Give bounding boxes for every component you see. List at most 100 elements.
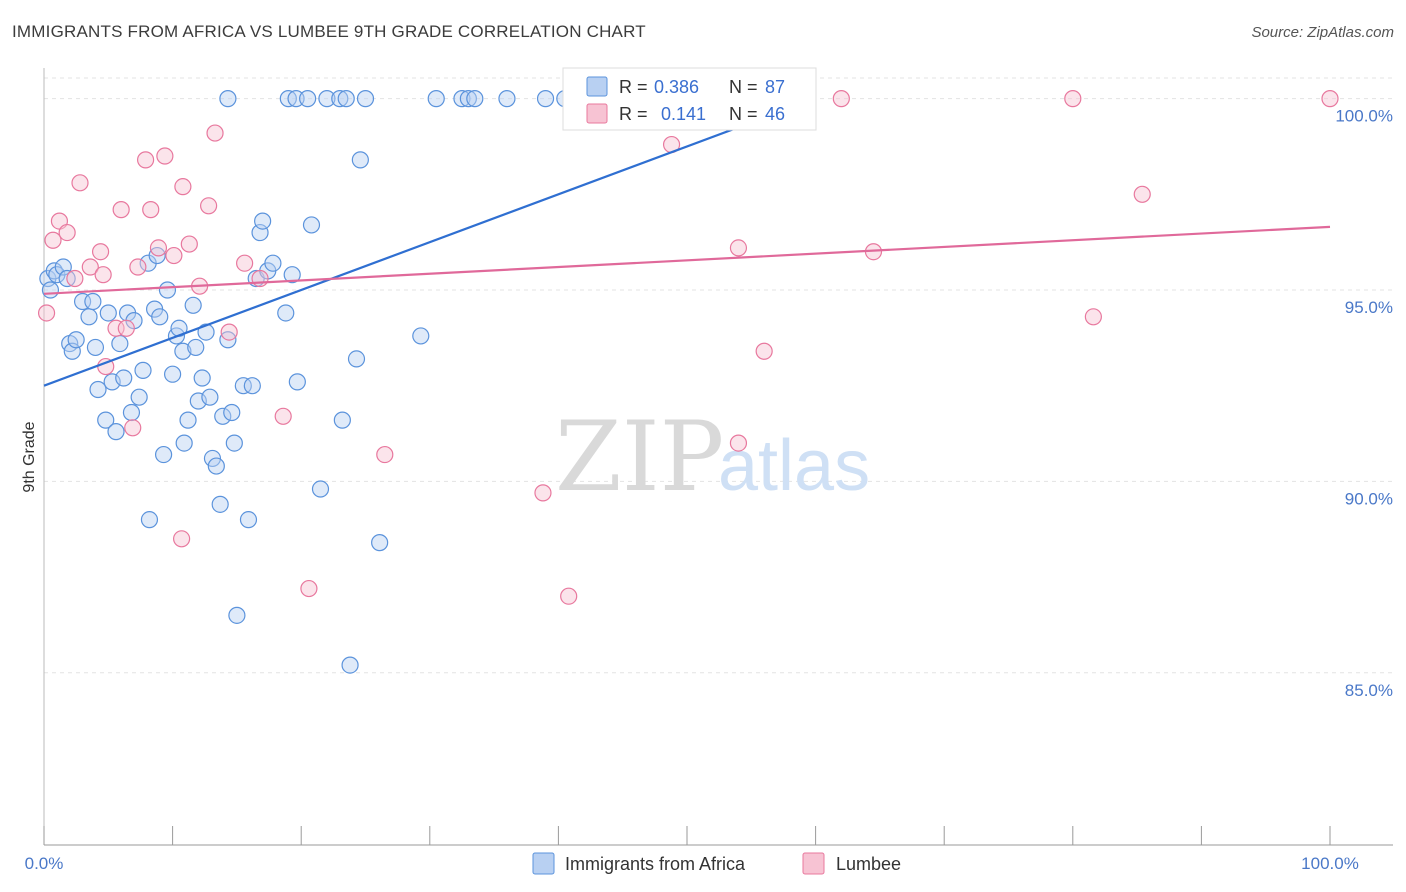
point-lumbee [156, 147, 174, 165]
point-africa [223, 403, 241, 422]
point-africa [466, 90, 484, 108]
point-africa [158, 281, 177, 299]
legend-item-lumbee-label: Lumbee [836, 854, 901, 874]
point-africa [299, 90, 317, 108]
point-africa [111, 334, 129, 353]
point-africa [356, 90, 375, 108]
legend-n-label-1: N = [729, 77, 758, 97]
point-africa [211, 495, 229, 513]
point-africa [122, 403, 141, 422]
point-lumbee [534, 484, 552, 502]
watermark-zip: ZIP [555, 401, 724, 513]
y-tick-label-90: 90.0% [1345, 489, 1393, 508]
series-legend: Immigrants from Africa Lumbee [532, 852, 901, 875]
point-africa [67, 331, 85, 349]
point-lumbee [81, 258, 99, 276]
source-label: Source: ZipAtlas.com [1251, 24, 1394, 41]
y-tick-label-85: 85.0% [1345, 681, 1393, 700]
y-tick-label-95: 95.0% [1345, 298, 1393, 317]
trend-lines [43, 97, 1331, 387]
point-africa [412, 327, 430, 345]
point-africa [99, 304, 117, 322]
point-lumbee [136, 151, 155, 169]
point-africa [371, 534, 389, 552]
point-africa [184, 296, 202, 314]
point-lumbee [165, 246, 183, 265]
point-lumbee [66, 269, 84, 288]
point-africa [536, 90, 555, 108]
point-lumbee [1064, 90, 1082, 108]
point-africa [459, 90, 477, 108]
point-africa [89, 380, 107, 399]
legend-item-africa-swatch [532, 852, 555, 875]
legend-n-label-2: N = [729, 104, 758, 124]
x-tick-label-min: 0.0% [25, 854, 64, 873]
point-lumbee [729, 434, 748, 452]
point-lumbee [1084, 308, 1102, 326]
point-africa [341, 656, 359, 674]
point-africa [174, 342, 192, 360]
point-africa [154, 445, 173, 464]
legend-n-value-2: 46 [765, 104, 785, 124]
point-africa [140, 511, 159, 529]
point-africa [498, 90, 516, 108]
point-africa [234, 377, 252, 395]
point-africa [115, 369, 133, 387]
legend-r-value-2: 0.141 [661, 104, 706, 124]
point-lumbee [91, 243, 110, 261]
point-lumbee [251, 269, 269, 288]
y-tick-label-100: 100.0% [1335, 107, 1393, 126]
point-lumbee [44, 231, 62, 249]
point-africa [453, 90, 471, 108]
point-africa [214, 407, 232, 425]
legend-n-value-1: 87 [765, 77, 785, 97]
point-africa [86, 338, 105, 357]
point-africa [179, 411, 197, 429]
point-lumbee [755, 342, 773, 360]
trend-line-africa [43, 97, 816, 387]
point-africa [41, 281, 60, 299]
point-africa [107, 423, 125, 441]
point-lumbee [729, 239, 748, 257]
legend-r-label-1: R = [619, 77, 648, 97]
point-lumbee [560, 587, 578, 605]
point-lumbee [200, 197, 218, 215]
legend-item-lumbee-swatch [802, 852, 825, 875]
y-tick-labels: 85.0% 90.0% 95.0% 100.0% [1335, 107, 1393, 700]
point-africa [201, 388, 219, 406]
point-lumbee [236, 254, 254, 272]
point-africa [97, 411, 115, 429]
point-lumbee [129, 258, 147, 276]
point-africa [277, 304, 295, 322]
point-lumbee [124, 419, 142, 437]
point-africa [80, 308, 98, 326]
point-africa [130, 388, 148, 406]
point-africa [175, 434, 193, 452]
legend-swatch-blue [586, 76, 608, 97]
point-africa [427, 90, 445, 108]
stats-legend: R = 0.386 N = 87 R = 0.141 N = 46 [562, 67, 817, 131]
point-lumbee [206, 124, 224, 142]
point-africa [243, 377, 261, 395]
point-lumbee [1321, 90, 1339, 108]
point-africa [254, 212, 272, 230]
point-lumbee [117, 319, 135, 337]
legend-swatch-pink [586, 103, 608, 124]
point-lumbee [112, 201, 130, 219]
trend-line-lumbee [43, 225, 1331, 295]
point-africa [207, 457, 225, 475]
point-africa [225, 434, 243, 452]
watermark-atlas: atlas [718, 426, 870, 506]
y-axis-label: 9th Grade [21, 421, 38, 492]
point-lumbee [376, 445, 394, 464]
series-lumbee [37, 90, 1339, 605]
point-lumbee [174, 178, 192, 196]
point-africa [239, 511, 258, 529]
point-lumbee [149, 239, 168, 257]
point-lumbee [71, 174, 89, 192]
point-lumbee [300, 579, 318, 598]
point-lumbee [180, 235, 198, 253]
point-africa [337, 90, 355, 108]
point-africa [288, 373, 306, 391]
